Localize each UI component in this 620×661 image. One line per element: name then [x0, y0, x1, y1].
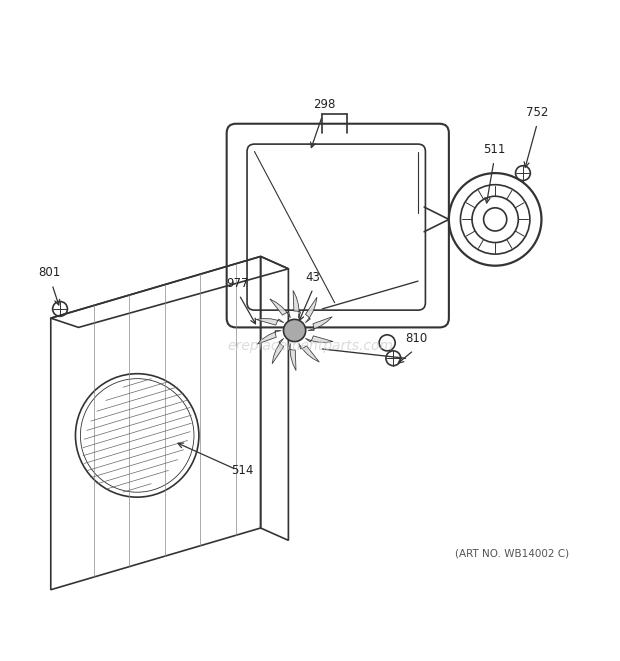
Text: 298: 298 — [313, 98, 335, 111]
Text: 810: 810 — [405, 332, 427, 345]
Polygon shape — [256, 319, 284, 325]
Text: 752: 752 — [526, 106, 548, 119]
Polygon shape — [306, 297, 317, 323]
Text: ereplacementparts.com: ereplacementparts.com — [227, 339, 393, 353]
Polygon shape — [308, 317, 332, 330]
Text: 511: 511 — [483, 143, 505, 156]
Polygon shape — [270, 299, 290, 318]
Text: 43: 43 — [306, 270, 321, 284]
Text: (ART NO. WB14002 C): (ART NO. WB14002 C) — [455, 549, 569, 559]
Text: 514: 514 — [231, 464, 254, 477]
Polygon shape — [288, 343, 296, 371]
Polygon shape — [272, 338, 284, 364]
Polygon shape — [299, 343, 319, 362]
Polygon shape — [293, 290, 301, 318]
Polygon shape — [306, 336, 333, 342]
Polygon shape — [257, 330, 281, 344]
Circle shape — [283, 319, 306, 342]
Text: 977: 977 — [226, 277, 249, 290]
Text: 801: 801 — [38, 266, 61, 279]
